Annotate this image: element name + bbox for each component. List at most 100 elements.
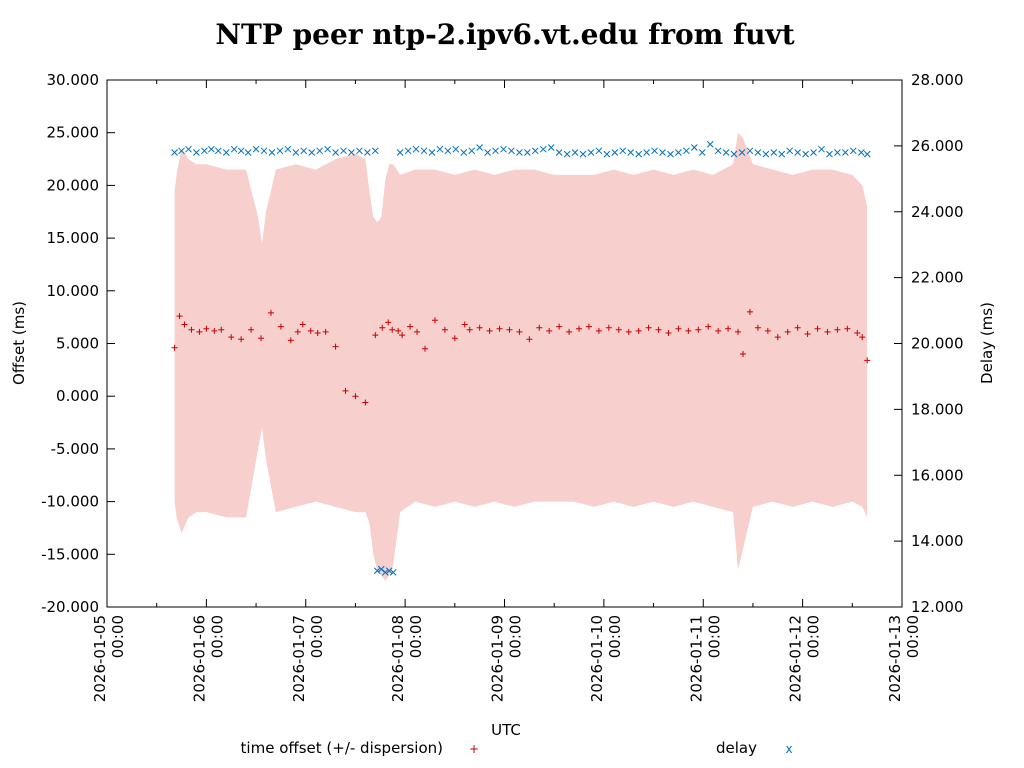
delay-point (324, 145, 331, 153)
delay-point (508, 147, 515, 155)
delay-point (571, 149, 579, 156)
y2-tick-label: 12.000 (911, 598, 964, 616)
x-tick-date: 2026-01-12 (787, 615, 805, 702)
offset-point (379, 324, 386, 331)
delay-point (396, 149, 404, 156)
delay-point (371, 147, 379, 155)
y-tick-label: 15.000 (47, 229, 100, 247)
offset-point (695, 326, 702, 333)
delay-point (531, 147, 539, 155)
offset-point (496, 325, 503, 332)
offset-point (196, 328, 203, 335)
x-tick-label: 2026-01-0500:00 (91, 615, 127, 702)
delay-point (244, 149, 252, 156)
offset-point (451, 335, 458, 342)
offset-point (814, 325, 821, 332)
y2-tick-label: 18.000 (911, 400, 964, 418)
offset-point (536, 324, 543, 331)
delay-point (627, 149, 635, 156)
x-tick-date: 2026-01-10 (588, 615, 606, 702)
delay-point (222, 149, 230, 156)
offset-point (307, 327, 314, 334)
delay-point (587, 149, 595, 156)
offset-point (171, 344, 178, 351)
delay-point (364, 149, 371, 156)
x-tick-date: 2026-01-05 (91, 615, 109, 702)
delay-point (595, 147, 603, 155)
delay-point (381, 569, 389, 576)
offset-point (314, 329, 321, 336)
delay-point (284, 145, 292, 153)
offset-point (576, 325, 583, 332)
offset-point (287, 337, 294, 344)
offset-point (844, 325, 851, 332)
y2-tick-label: 24.000 (911, 203, 964, 221)
x-tick-time: 00:00 (805, 615, 823, 658)
offset-point (407, 323, 414, 330)
delay-point (738, 149, 746, 156)
x-tick-label: 2026-01-0800:00 (389, 615, 425, 702)
x-tick-time: 00:00 (109, 615, 127, 658)
offset-point (526, 336, 533, 343)
y-tick-label: 0.000 (56, 387, 99, 405)
delay-point (340, 147, 347, 155)
offset-point (422, 345, 428, 352)
delay-point (667, 150, 674, 158)
offset-point (665, 329, 672, 336)
delay-point (178, 147, 185, 155)
offset-point (476, 324, 483, 331)
delay-point (539, 145, 547, 153)
offset-point (655, 326, 662, 333)
delay-point (420, 147, 428, 155)
delay-point (193, 149, 200, 156)
legend: time offset (+/- dispersion) + delay x (241, 739, 793, 757)
x-tick-time: 00:00 (904, 615, 922, 658)
offset-point (486, 327, 493, 334)
x-tick-date: 2026-01-06 (190, 615, 208, 702)
y-tick-label: 10.000 (47, 282, 100, 300)
legend-label-delay: delay (716, 739, 757, 757)
offset-point (685, 327, 692, 334)
offset-point (218, 326, 225, 333)
x-tick-time: 00:00 (308, 615, 326, 658)
offset-point (794, 324, 801, 331)
delay-point (201, 147, 208, 155)
delay-point (675, 149, 682, 156)
delay-point (754, 149, 762, 156)
delay-point (260, 147, 268, 155)
y-tick-label: 25.000 (47, 124, 100, 142)
x-tick-label: 2026-01-1200:00 (787, 615, 823, 702)
delay-point (500, 145, 507, 153)
plot-area (171, 132, 871, 581)
delay-point (547, 144, 555, 151)
offset-point (754, 324, 761, 331)
x-tick-label: 2026-01-1300:00 (886, 615, 922, 702)
chart-title: NTP peer ntp-2.ipv6.vt.edu from fuvt (215, 18, 794, 51)
delay-point (730, 150, 738, 158)
y-tick-label: -10.000 (41, 493, 99, 511)
offset-point (566, 328, 573, 335)
delay-point (492, 147, 499, 155)
delay-series (171, 140, 871, 576)
x-tick-time: 00:00 (208, 615, 226, 658)
offset-point (181, 321, 188, 328)
delay-point (308, 149, 316, 156)
offset-point (854, 329, 861, 336)
offset-point (352, 393, 359, 400)
x-tick-label: 2026-01-0700:00 (290, 615, 326, 702)
delay-point (786, 147, 794, 155)
delay-point (794, 149, 802, 156)
offset-point (203, 325, 210, 332)
offset-point (725, 325, 732, 332)
delay-point (171, 149, 178, 156)
delay-point (802, 150, 809, 158)
delay-point (436, 145, 444, 153)
delay-point (603, 150, 611, 158)
x-tick-date: 2026-01-13 (886, 615, 904, 702)
y-tick-label: 5.000 (56, 335, 99, 353)
offset-point (506, 326, 513, 333)
legend-marker-delay: x (785, 742, 792, 756)
y2-tick-label: 22.000 (911, 269, 964, 287)
delay-point (579, 150, 587, 158)
delay-point (683, 147, 690, 155)
